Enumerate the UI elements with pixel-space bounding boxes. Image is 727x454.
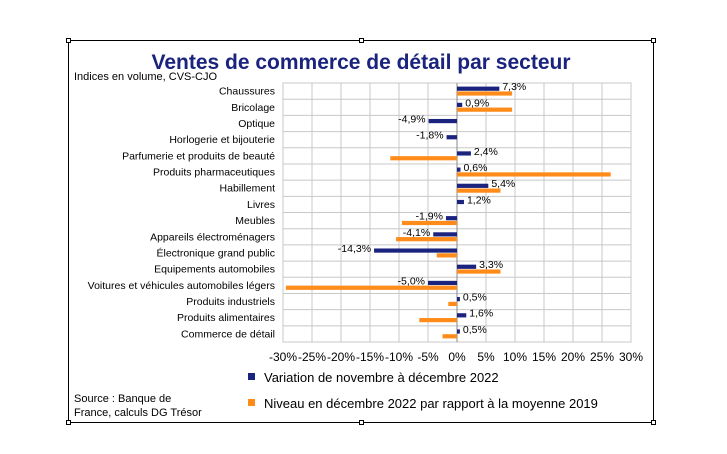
x-tick-label: -30% xyxy=(269,350,297,364)
resize-handle-top-right[interactable] xyxy=(651,38,656,43)
data-label: -4,9% xyxy=(398,113,425,125)
data-label: 0,6% xyxy=(463,162,487,174)
category-label: Livres xyxy=(247,199,275,211)
bar-niveau xyxy=(457,91,513,96)
x-tick-label: 20% xyxy=(561,350,585,364)
data-label: -1,9% xyxy=(416,211,443,223)
bar-variation xyxy=(457,151,471,156)
data-label: 2,4% xyxy=(474,146,498,158)
data-label: -1,8% xyxy=(416,130,443,142)
resize-handle-bottom-left[interactable] xyxy=(66,420,71,425)
data-label: 5,4% xyxy=(491,178,515,190)
category-label: Commerce de détail xyxy=(181,328,275,340)
category-label: Électronique grand public xyxy=(157,246,276,259)
category-label: Bricolage xyxy=(231,102,275,114)
x-tick-label: -25% xyxy=(298,350,326,364)
data-label: 0,9% xyxy=(465,97,489,109)
legend-swatch-variation xyxy=(248,373,255,380)
bar-niveau xyxy=(419,318,457,323)
bar-niveau xyxy=(390,156,457,161)
x-tick-label: 10% xyxy=(503,350,527,364)
bar-niveau xyxy=(285,285,457,290)
category-label: Horlogerie et bijouterie xyxy=(169,134,275,146)
resize-handle-bottom-mid[interactable] xyxy=(359,420,364,425)
category-label: Produits pharmaceutiques xyxy=(153,167,275,179)
resize-handle-top-mid[interactable] xyxy=(359,38,364,43)
x-tick-labels: -30% -25% -20% -15% -10% -5% 0% 5% 10% 15% 20% 25% 3… xyxy=(269,350,643,364)
bar-niveau xyxy=(457,188,501,193)
bar-variation xyxy=(457,102,463,107)
bar-variation xyxy=(374,248,457,253)
legend-label-niveau: Niveau en décembre 2022 par rapport à la… xyxy=(264,396,598,411)
bar-variation xyxy=(433,232,457,237)
bar-variation xyxy=(446,135,457,140)
x-tick-label: -5% xyxy=(417,350,439,364)
category-label: Optique xyxy=(238,118,275,130)
source-line-2: France, calculs DG Trésor xyxy=(74,407,202,419)
category-label: Appareils électroménagers xyxy=(150,231,275,243)
chart-frame xyxy=(68,40,654,423)
bar-niveau xyxy=(436,253,457,258)
category-label: Produits industriels xyxy=(186,296,275,308)
bar-niveau xyxy=(396,237,457,242)
category-label: Chaussures xyxy=(219,86,275,98)
chart-subtitle: Indices en volume, CVS-CJO xyxy=(74,71,217,83)
category-label: Meubles xyxy=(235,215,275,227)
bar-variation xyxy=(457,199,464,205)
data-label: -4,1% xyxy=(403,227,430,239)
x-tick-label: 0% xyxy=(448,350,466,364)
resize-handle-top-left[interactable] xyxy=(66,38,71,43)
bars xyxy=(285,86,611,339)
x-tick-label: 15% xyxy=(532,350,556,364)
data-label: 7,3% xyxy=(502,81,526,93)
bar-variation xyxy=(457,329,460,334)
category-label: Parfumerie et produits de beauté xyxy=(122,150,275,162)
bar-variation xyxy=(457,86,500,91)
bar-niveau xyxy=(448,301,457,307)
data-label: 0,5% xyxy=(463,324,487,336)
x-tick-label: -20% xyxy=(327,350,355,364)
legend-swatch-niveau xyxy=(248,399,255,406)
data-label: 1,2% xyxy=(467,194,491,206)
bar-variation xyxy=(428,280,457,286)
x-tick-label: 5% xyxy=(477,350,495,364)
bar-variation xyxy=(457,264,477,269)
bar-niveau xyxy=(401,220,457,226)
category-labels: Chaussures Bricolage Optique Horlogerie et … xyxy=(88,86,276,341)
data-label: -14,3% xyxy=(338,243,371,255)
bar-niveau xyxy=(442,334,457,339)
bar-variation xyxy=(428,118,457,124)
data-label: -5,0% xyxy=(398,275,425,287)
x-tick-label: -15% xyxy=(356,350,384,364)
data-label: 0,5% xyxy=(463,292,487,304)
x-tick-label: 25% xyxy=(590,350,614,364)
category-label: Equipements automobiles xyxy=(154,264,275,276)
bar-niveau xyxy=(457,269,501,274)
bar-variation xyxy=(457,313,467,318)
legend: Variation de novembre à décembre 2022 Ni… xyxy=(248,370,598,411)
legend-label-variation: Variation de novembre à décembre 2022 xyxy=(264,370,499,385)
bar-variation xyxy=(445,216,457,221)
source-line-1: Source : Banque de xyxy=(74,393,171,405)
category-label: Voitures et véhicules automobiles légers xyxy=(88,280,275,292)
data-label: 3,3% xyxy=(479,259,503,271)
x-tick-label: 30% xyxy=(619,350,643,364)
category-label: Habillement xyxy=(220,183,276,195)
bar-variation xyxy=(457,297,460,302)
bar-variation xyxy=(457,167,461,172)
data-label: 1,6% xyxy=(469,308,493,320)
bar-niveau xyxy=(457,172,611,177)
bar-niveau xyxy=(457,107,513,112)
data-labels: 7,3% 0,9% -4,9% -1,8% 2,4% 0,6% 5,4%1,2% -1,9% -… xyxy=(338,81,526,336)
grid xyxy=(282,82,632,343)
bar-variation xyxy=(457,183,489,188)
chart-title: Ventes de commerce de détail par secteur xyxy=(151,51,570,74)
x-tick-label: -10% xyxy=(385,350,413,364)
resize-handle-bottom-right[interactable] xyxy=(651,420,656,425)
category-label: Produits alimentaires xyxy=(177,312,275,324)
